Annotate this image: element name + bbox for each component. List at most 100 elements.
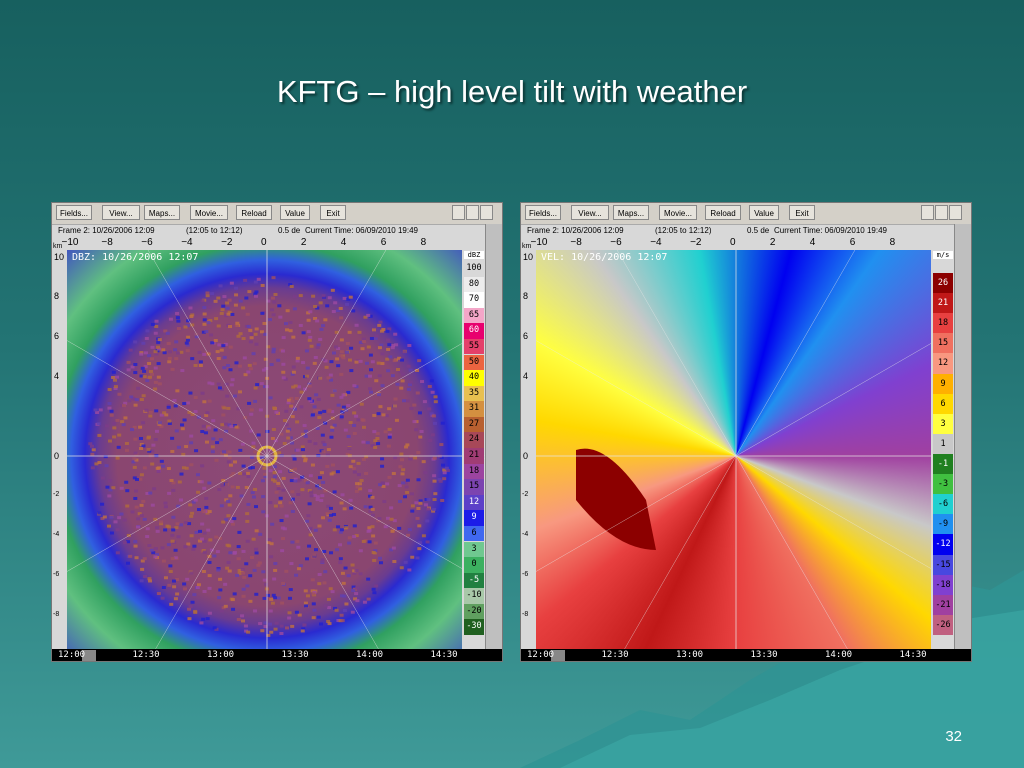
toolbar-button[interactable]: Movie... [190, 205, 228, 220]
echo-speckle [332, 490, 337, 494]
toolbar-button[interactable]: Movie... [659, 205, 697, 220]
echo-speckle [377, 323, 382, 327]
echo-speckle [207, 560, 212, 564]
echo-speckle [97, 511, 102, 515]
tilt: 0.5 de [747, 226, 770, 235]
echo-speckle [304, 604, 309, 608]
echo-speckle [438, 479, 443, 483]
toolbar-button[interactable]: View... [102, 205, 140, 220]
echo-speckle [262, 466, 267, 470]
window-control[interactable] [921, 205, 934, 220]
echo-speckle [400, 379, 405, 383]
echo-speckle [322, 409, 327, 413]
echo-speckle [149, 548, 154, 552]
window-control[interactable] [452, 205, 465, 220]
toolbar-button[interactable]: Fields... [525, 205, 561, 220]
echo-speckle [173, 404, 178, 408]
echo-speckle [221, 344, 226, 348]
echo-speckle [197, 539, 202, 543]
window-control[interactable] [466, 205, 479, 220]
echo-speckle [244, 485, 249, 489]
legend-entry: 70 [464, 292, 484, 308]
echo-speckle [150, 503, 155, 507]
toolbar-button[interactable]: Value [280, 205, 310, 220]
echo-speckle [115, 528, 120, 532]
x-label: 0 [730, 237, 736, 248]
y-label: 6 [523, 331, 529, 342]
legend-entry: 21 [464, 448, 484, 464]
echo-speckle [245, 471, 250, 475]
y-label: -8 [53, 610, 60, 618]
toolbar-button[interactable]: Value [749, 205, 779, 220]
echo-speckle [273, 568, 278, 572]
echo-speckle [264, 582, 269, 586]
window-control[interactable] [949, 205, 962, 220]
echo-speckle [214, 627, 219, 631]
echo-speckle [256, 433, 261, 437]
echo-speckle [352, 423, 357, 427]
scrollbar[interactable] [485, 224, 502, 649]
echo-speckle [165, 524, 170, 528]
legend-entry: 3 [933, 413, 953, 434]
scrollbar[interactable] [954, 224, 971, 649]
toolbar-button[interactable]: View... [571, 205, 609, 220]
echo-speckle [219, 348, 224, 352]
toolbar-button[interactable]: Reload [705, 205, 741, 220]
echo-speckle [263, 357, 268, 361]
echo-speckle [187, 522, 192, 526]
echo-speckle [132, 367, 137, 371]
window-control[interactable] [935, 205, 948, 220]
toolbar-button[interactable]: Exit [789, 205, 815, 220]
echo-speckle [381, 413, 386, 417]
echo-speckle [160, 546, 165, 550]
echo-speckle [345, 302, 350, 306]
legend-entry: -5 [464, 572, 484, 589]
echo-speckle [145, 527, 150, 531]
echo-speckle [198, 529, 203, 533]
echo-speckle [126, 368, 131, 372]
echo-speckle [330, 425, 335, 429]
echo-speckle [187, 607, 192, 611]
echo-speckle [375, 437, 380, 441]
echo-speckle [290, 624, 295, 628]
time-slider[interactable] [82, 650, 96, 661]
echo-speckle [180, 423, 185, 427]
echo-speckle [163, 501, 168, 505]
echo-speckle [93, 408, 98, 412]
echo-speckle [288, 501, 293, 505]
echo-speckle [254, 551, 259, 555]
echo-speckle [307, 338, 312, 342]
x-label: 6 [380, 237, 387, 248]
echo-speckle [107, 524, 112, 528]
echo-speckle [238, 448, 243, 452]
echo-speckle [300, 448, 305, 452]
time-slider[interactable] [551, 650, 565, 661]
echo-speckle [344, 526, 349, 530]
echo-speckle [445, 469, 450, 473]
x-label: 2 [769, 237, 776, 248]
echo-speckle [393, 332, 398, 336]
echo-speckle [162, 351, 167, 355]
echo-speckle [343, 566, 348, 570]
echo-speckle [356, 461, 361, 465]
echo-speckle [392, 359, 397, 363]
echo-speckle [172, 585, 177, 589]
toolbar-button[interactable]: Reload [236, 205, 272, 220]
legend-entry: 12 [464, 494, 484, 511]
window-control[interactable] [480, 205, 493, 220]
echo-speckle [178, 498, 183, 502]
echo-speckle [142, 369, 147, 373]
echo-speckle [204, 496, 209, 500]
toolbar-button[interactable]: Fields... [56, 205, 92, 220]
toolbar-button[interactable]: Exit [320, 205, 346, 220]
toolbar-button[interactable]: Maps... [613, 205, 649, 220]
toolbar-button[interactable]: Maps... [144, 205, 180, 220]
echo-speckle [360, 347, 365, 351]
echo-speckle [367, 374, 372, 378]
echo-speckle [166, 342, 171, 346]
echo-speckle [261, 495, 266, 499]
echo-speckle [242, 575, 247, 579]
echo-speckle [222, 355, 227, 359]
echo-speckle [205, 291, 210, 295]
echo-speckle [385, 338, 390, 342]
